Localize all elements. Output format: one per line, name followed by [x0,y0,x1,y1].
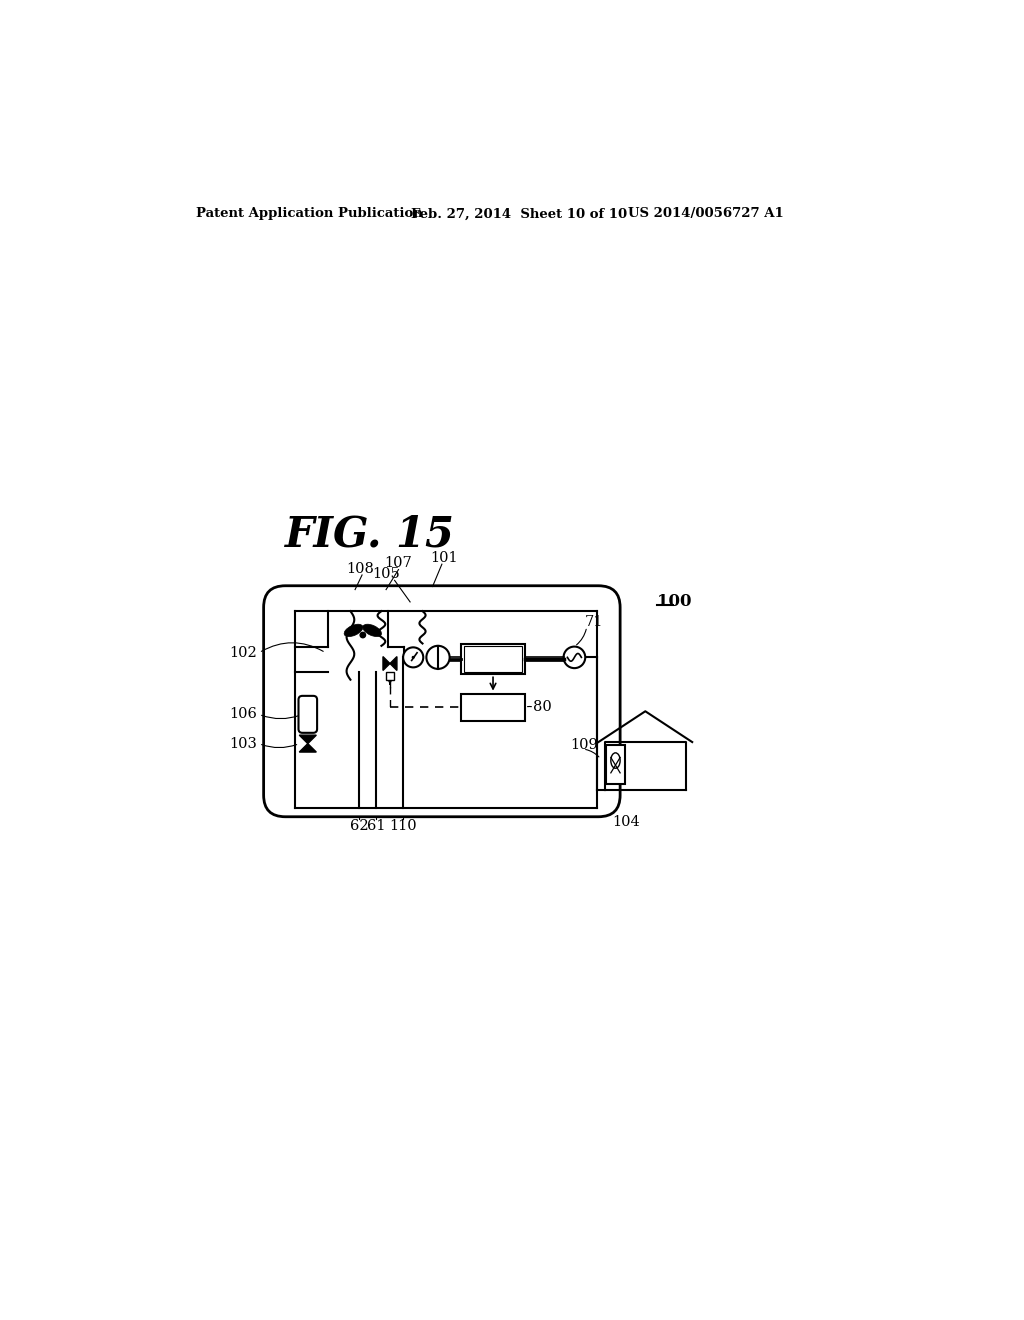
Circle shape [426,645,450,669]
FancyBboxPatch shape [461,644,524,675]
Text: 108: 108 [346,562,374,576]
Text: 101: 101 [430,550,458,565]
Ellipse shape [344,624,362,636]
Text: FIG. 15: FIG. 15 [285,513,455,556]
Text: 110: 110 [389,818,417,833]
FancyBboxPatch shape [299,696,317,733]
Text: US 2014/0056727 A1: US 2014/0056727 A1 [628,207,783,220]
Polygon shape [390,656,397,671]
Text: 107: 107 [385,557,413,570]
Circle shape [412,656,415,659]
FancyBboxPatch shape [606,744,625,784]
Text: Patent Application Publication: Patent Application Publication [197,207,423,220]
Text: 106: 106 [228,708,257,721]
Text: 103: 103 [228,737,257,751]
FancyBboxPatch shape [328,647,388,672]
Text: 104: 104 [612,816,640,829]
Text: 100: 100 [657,593,692,610]
FancyBboxPatch shape [461,693,524,721]
FancyBboxPatch shape [386,672,394,680]
FancyBboxPatch shape [464,645,522,672]
Ellipse shape [362,624,382,636]
Polygon shape [299,735,316,743]
Text: 71: 71 [586,615,603,628]
Circle shape [403,647,423,668]
Text: 102: 102 [229,645,257,660]
Text: Feb. 27, 2014  Sheet 10 of 10: Feb. 27, 2014 Sheet 10 of 10 [411,207,627,220]
Text: 80: 80 [534,701,552,714]
Polygon shape [383,656,390,671]
FancyBboxPatch shape [330,649,351,671]
Circle shape [563,647,586,668]
Circle shape [360,632,366,638]
FancyBboxPatch shape [263,586,621,817]
Ellipse shape [611,752,621,768]
Text: 62: 62 [349,818,369,833]
Text: 61: 61 [367,818,385,833]
Polygon shape [299,743,316,752]
Text: 105: 105 [372,568,400,581]
Text: 109: 109 [569,738,597,752]
